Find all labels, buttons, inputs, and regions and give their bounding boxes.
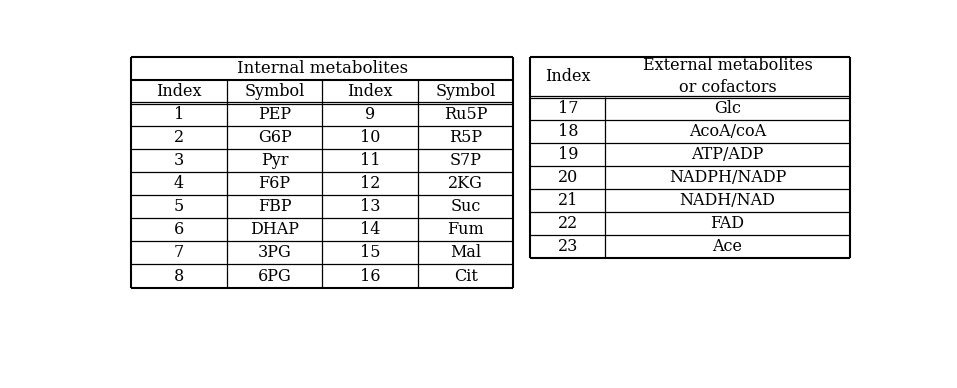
Text: 4: 4: [174, 175, 184, 192]
Text: Fum: Fum: [447, 221, 484, 238]
Text: 23: 23: [558, 238, 578, 255]
Text: 22: 22: [558, 215, 578, 232]
Text: 9: 9: [365, 106, 375, 123]
Text: FAD: FAD: [710, 215, 745, 232]
Text: 14: 14: [360, 221, 380, 238]
Text: Symbol: Symbol: [244, 83, 304, 100]
Text: External metabolites
or cofactors: External metabolites or cofactors: [642, 57, 812, 96]
Text: 15: 15: [360, 244, 380, 262]
Text: 6: 6: [174, 221, 184, 238]
Text: F6P: F6P: [258, 175, 291, 192]
Text: DHAP: DHAP: [250, 221, 299, 238]
Text: Pyr: Pyr: [260, 152, 288, 169]
Text: 19: 19: [558, 146, 578, 163]
Text: NADPH/NADP: NADPH/NADP: [669, 169, 787, 186]
Text: FBP: FBP: [257, 198, 291, 215]
Text: NADH/NAD: NADH/NAD: [679, 192, 775, 209]
Text: 8: 8: [174, 267, 184, 284]
Text: 2: 2: [174, 129, 184, 146]
Text: Symbol: Symbol: [435, 83, 496, 100]
Text: R5P: R5P: [449, 129, 482, 146]
Text: Mal: Mal: [450, 244, 481, 262]
Text: Ru5P: Ru5P: [444, 106, 487, 123]
Text: 1: 1: [174, 106, 184, 123]
Text: Index: Index: [545, 68, 590, 85]
Text: 10: 10: [360, 129, 380, 146]
Text: Cit: Cit: [454, 267, 478, 284]
Text: 3PG: 3PG: [257, 244, 291, 262]
Text: 3: 3: [174, 152, 184, 169]
Text: 17: 17: [558, 100, 578, 117]
Text: 11: 11: [360, 152, 380, 169]
Text: 2KG: 2KG: [448, 175, 483, 192]
Text: AcoA/coA: AcoA/coA: [689, 123, 767, 140]
Text: ATP/ADP: ATP/ADP: [691, 146, 764, 163]
Text: S7P: S7P: [450, 152, 481, 169]
Text: G6P: G6P: [257, 129, 291, 146]
Text: 16: 16: [360, 267, 380, 284]
Text: Index: Index: [156, 83, 202, 100]
Text: Index: Index: [347, 83, 392, 100]
Text: Glc: Glc: [714, 100, 741, 117]
Text: PEP: PEP: [258, 106, 291, 123]
Text: 21: 21: [558, 192, 578, 209]
Text: Internal metabolites: Internal metabolites: [236, 60, 408, 76]
Text: 12: 12: [360, 175, 380, 192]
Text: 6PG: 6PG: [257, 267, 291, 284]
Text: 5: 5: [174, 198, 184, 215]
Text: 18: 18: [558, 123, 578, 140]
Text: Suc: Suc: [451, 198, 480, 215]
Text: 7: 7: [174, 244, 184, 262]
Text: 13: 13: [360, 198, 380, 215]
Text: 20: 20: [558, 169, 578, 186]
Text: Ace: Ace: [713, 238, 743, 255]
